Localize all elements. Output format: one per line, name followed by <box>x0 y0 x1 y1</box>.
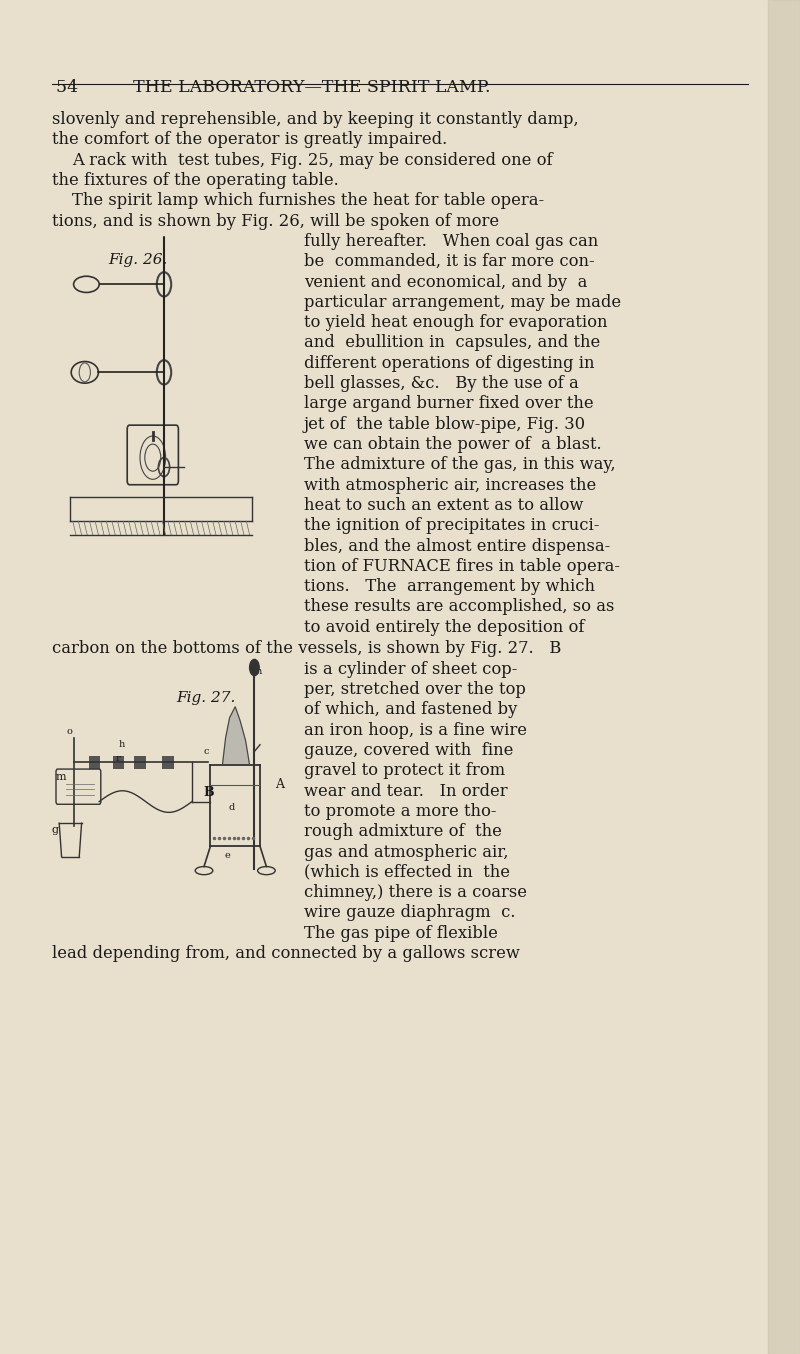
Text: is a cylinder of sheet cop-: is a cylinder of sheet cop- <box>304 661 518 678</box>
Text: to avoid entirely the deposition of: to avoid entirely the deposition of <box>304 619 585 636</box>
Text: Fig. 27.: Fig. 27. <box>176 691 235 704</box>
Text: slovenly and reprehensible, and by keeping it constantly damp,: slovenly and reprehensible, and by keepi… <box>52 111 578 129</box>
Text: The spirit lamp which furnishes the heat for table opera-: The spirit lamp which furnishes the heat… <box>72 192 544 210</box>
Text: per, stretched over the top: per, stretched over the top <box>304 681 526 699</box>
Polygon shape <box>222 707 250 765</box>
Text: A: A <box>275 779 284 791</box>
Text: these results are accomplished, so as: these results are accomplished, so as <box>304 598 614 616</box>
Text: rough admixture of  the: rough admixture of the <box>304 823 502 841</box>
Text: carbon on the bottoms of the vessels, is shown by Fig. 27.   B: carbon on the bottoms of the vessels, is… <box>52 640 562 658</box>
Text: gas and atmospheric air,: gas and atmospheric air, <box>304 844 509 861</box>
Text: h: h <box>118 741 125 749</box>
Bar <box>89 756 100 769</box>
Text: be  commanded, it is far more con-: be commanded, it is far more con- <box>304 253 594 271</box>
Text: wire gauze diaphragm  c.: wire gauze diaphragm c. <box>304 904 515 922</box>
Text: chimney,) there is a coarse: chimney,) there is a coarse <box>304 884 527 902</box>
Text: to yield heat enough for evaporation: to yield heat enough for evaporation <box>304 314 607 332</box>
Text: large argand burner fixed over the: large argand burner fixed over the <box>304 395 594 413</box>
Text: venient and economical, and by  a: venient and economical, and by a <box>304 274 587 291</box>
Text: heat to such an extent as to allow: heat to such an extent as to allow <box>304 497 583 515</box>
Text: tions.   The  arrangement by which: tions. The arrangement by which <box>304 578 595 596</box>
Text: we can obtain the power of  a blast.: we can obtain the power of a blast. <box>304 436 602 454</box>
Text: 54          THE LABORATORY—THE SPIRIT LAMP.: 54 THE LABORATORY—THE SPIRIT LAMP. <box>56 79 490 96</box>
Text: m: m <box>56 772 66 781</box>
Text: n: n <box>256 668 262 676</box>
Bar <box>768 0 800 1354</box>
Text: lead depending from, and connected by a gallows screw: lead depending from, and connected by a … <box>52 945 520 963</box>
Text: wear and tear.   In order: wear and tear. In order <box>304 783 508 800</box>
Text: gravel to protect it from: gravel to protect it from <box>304 762 505 780</box>
Text: particular arrangement, may be made: particular arrangement, may be made <box>304 294 621 311</box>
Bar <box>134 756 146 769</box>
Circle shape <box>250 659 259 676</box>
Text: with atmospheric air, increases the: with atmospheric air, increases the <box>304 477 596 494</box>
Text: Fig. 26.: Fig. 26. <box>108 253 167 267</box>
Text: B: B <box>203 787 214 799</box>
Text: c: c <box>204 747 210 756</box>
Text: to promote a more tho-: to promote a more tho- <box>304 803 497 821</box>
Text: bles, and the almost entire dispensa-: bles, and the almost entire dispensa- <box>304 538 610 555</box>
Text: e: e <box>224 852 230 860</box>
Text: of which, and fastened by: of which, and fastened by <box>304 701 518 719</box>
Bar <box>113 756 124 769</box>
Text: tion of FURNACE fires in table opera-: tion of FURNACE fires in table opera- <box>304 558 620 575</box>
Text: an iron hoop, is a fine wire: an iron hoop, is a fine wire <box>304 722 527 739</box>
Text: (which is effected in  the: (which is effected in the <box>304 864 510 881</box>
Text: tions, and is shown by Fig. 26, will be spoken of more: tions, and is shown by Fig. 26, will be … <box>52 213 499 230</box>
Text: r: r <box>116 754 121 762</box>
Text: g: g <box>52 825 59 834</box>
Text: The gas pipe of flexible: The gas pipe of flexible <box>304 925 498 942</box>
Text: bell glasses, &c.   By the use of a: bell glasses, &c. By the use of a <box>304 375 578 393</box>
Text: o: o <box>66 727 72 735</box>
Bar <box>162 756 174 769</box>
Text: fully hereafter.   When coal gas can: fully hereafter. When coal gas can <box>304 233 598 250</box>
Text: A rack with  test tubes, Fig. 25, may be considered one of: A rack with test tubes, Fig. 25, may be … <box>72 152 553 169</box>
Text: the ignition of precipitates in cruci-: the ignition of precipitates in cruci- <box>304 517 599 535</box>
Text: gauze, covered with  fine: gauze, covered with fine <box>304 742 514 760</box>
Text: the comfort of the operator is greatly impaired.: the comfort of the operator is greatly i… <box>52 131 447 149</box>
Text: The admixture of the gas, in this way,: The admixture of the gas, in this way, <box>304 456 616 474</box>
Text: jet of  the table blow-pipe, Fig. 30: jet of the table blow-pipe, Fig. 30 <box>304 416 586 433</box>
Text: d: d <box>229 803 235 811</box>
Text: different operations of digesting in: different operations of digesting in <box>304 355 594 372</box>
Text: the fixtures of the operating table.: the fixtures of the operating table. <box>52 172 338 190</box>
Text: and  ebullition in  capsules, and the: and ebullition in capsules, and the <box>304 334 600 352</box>
